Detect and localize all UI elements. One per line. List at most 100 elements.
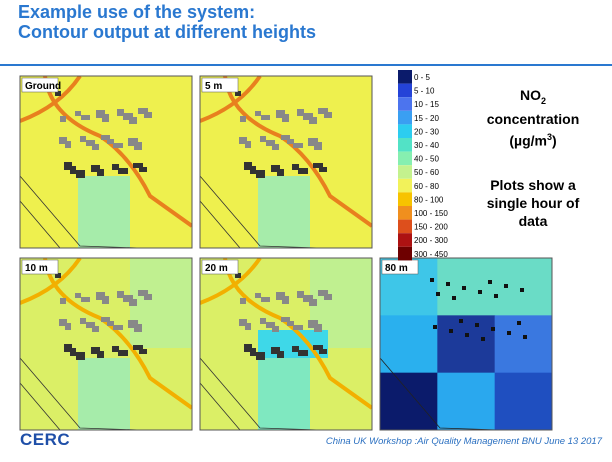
logo: CERC: [20, 430, 70, 450]
building: [517, 321, 521, 325]
legend-label: 80 - 100: [414, 195, 444, 204]
grid-cell: [437, 315, 495, 373]
unit: ): [552, 132, 557, 148]
building: [138, 108, 148, 114]
building: [81, 297, 90, 302]
building: [96, 110, 105, 118]
building: [478, 290, 482, 294]
legend-swatch: [398, 124, 412, 138]
building: [266, 140, 275, 146]
grid-cell: [380, 373, 438, 431]
legend-swatch: [398, 111, 412, 125]
building: [520, 288, 524, 292]
building: [59, 137, 67, 144]
building: [462, 286, 466, 290]
building: [308, 138, 318, 146]
building: [244, 162, 252, 170]
building: [292, 346, 299, 352]
legend-label: 100 - 150: [414, 209, 448, 218]
map-panel: 5 m: [200, 76, 372, 248]
building: [523, 335, 527, 339]
legend-label: 10 - 15: [414, 100, 439, 109]
building: [118, 350, 128, 356]
building: [452, 296, 456, 300]
unit: (µg/m: [509, 132, 547, 148]
legend-swatch: [398, 97, 412, 111]
building: [75, 293, 81, 298]
building: [113, 325, 123, 330]
building: [449, 329, 453, 333]
map-panel: 80 m: [380, 258, 553, 431]
panel-label: 10 m: [25, 263, 48, 274]
building: [494, 294, 498, 298]
building: [80, 318, 86, 324]
building: [118, 168, 128, 174]
panel-label: 20 m: [205, 263, 228, 274]
building: [261, 115, 270, 120]
building: [433, 325, 437, 329]
panel-label: 80 m: [385, 263, 408, 274]
building: [112, 164, 119, 170]
legend-label: 150 - 200: [414, 223, 448, 232]
map-panel: Ground: [20, 76, 192, 248]
open-area: [258, 176, 310, 248]
building: [255, 293, 261, 298]
grid-cell: [495, 373, 553, 431]
map: [20, 258, 192, 430]
species-sub: 2: [541, 96, 546, 106]
legend-swatch: [398, 192, 412, 206]
building: [446, 282, 450, 286]
open-area: [78, 176, 130, 248]
open-area: [258, 358, 310, 430]
map: [200, 76, 372, 248]
building: [75, 111, 81, 116]
open-area: [78, 358, 130, 430]
building: [96, 292, 105, 300]
building: [260, 318, 266, 324]
building: [276, 292, 285, 300]
building: [436, 292, 440, 296]
legend-label: 300 - 450: [414, 250, 448, 259]
legend-swatch: [398, 152, 412, 166]
building: [86, 140, 95, 146]
legend-label: 40 - 50: [414, 155, 439, 164]
building: [318, 290, 328, 296]
legend-swatch: [398, 220, 412, 234]
building: [60, 298, 66, 304]
building: [266, 322, 275, 328]
legend-swatch: [398, 206, 412, 220]
building: [313, 163, 323, 168]
building: [138, 290, 148, 296]
building: [64, 162, 72, 170]
building: [76, 170, 85, 178]
building: [430, 278, 434, 282]
building: [481, 337, 485, 341]
footer-text: China UK Workshop :Air Quality Managemen…: [170, 436, 602, 447]
building: [293, 143, 303, 148]
building: [91, 165, 100, 172]
note-line: Plots show a: [490, 177, 576, 193]
panel-label: Ground: [25, 81, 61, 92]
concentration: concentration: [487, 111, 580, 127]
map-panel: 20 m: [200, 258, 372, 430]
building: [281, 135, 290, 140]
building: [303, 113, 313, 120]
note: Plots show a single hour of data: [458, 176, 608, 230]
legend-label: 15 - 20: [414, 114, 439, 123]
building: [101, 135, 110, 140]
map: [200, 258, 372, 430]
legend-label: 5 - 10: [414, 87, 435, 96]
legend-label: 60 - 80: [414, 182, 439, 191]
building: [80, 136, 86, 142]
building: [465, 333, 469, 337]
map-panel: 10 m: [20, 258, 192, 430]
building: [123, 295, 133, 302]
building: [297, 109, 304, 116]
legend-swatch: [398, 179, 412, 193]
building: [292, 164, 299, 170]
building: [491, 327, 495, 331]
building: [255, 111, 261, 116]
building: [117, 109, 124, 116]
legend-label: 200 - 300: [414, 236, 448, 245]
building: [133, 345, 143, 350]
